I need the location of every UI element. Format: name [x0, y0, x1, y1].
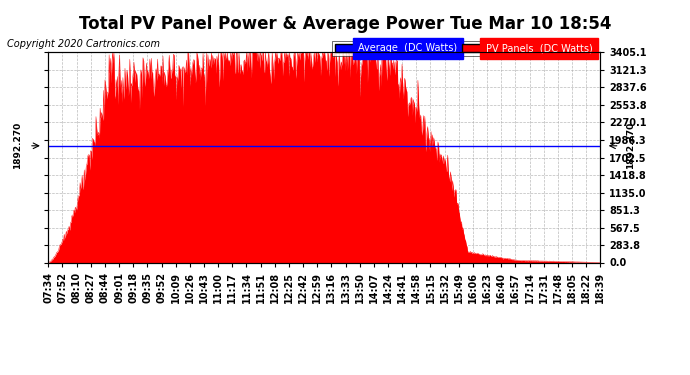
Text: Copyright 2020 Cartronics.com: Copyright 2020 Cartronics.com	[7, 39, 160, 50]
Text: 1892.270: 1892.270	[626, 122, 635, 170]
Legend: Average  (DC Watts), PV Panels  (DC Watts): Average (DC Watts), PV Panels (DC Watts)	[332, 40, 595, 56]
Text: Total PV Panel Power & Average Power Tue Mar 10 18:54: Total PV Panel Power & Average Power Tue…	[79, 15, 611, 33]
Text: 1892.270: 1892.270	[13, 122, 23, 170]
